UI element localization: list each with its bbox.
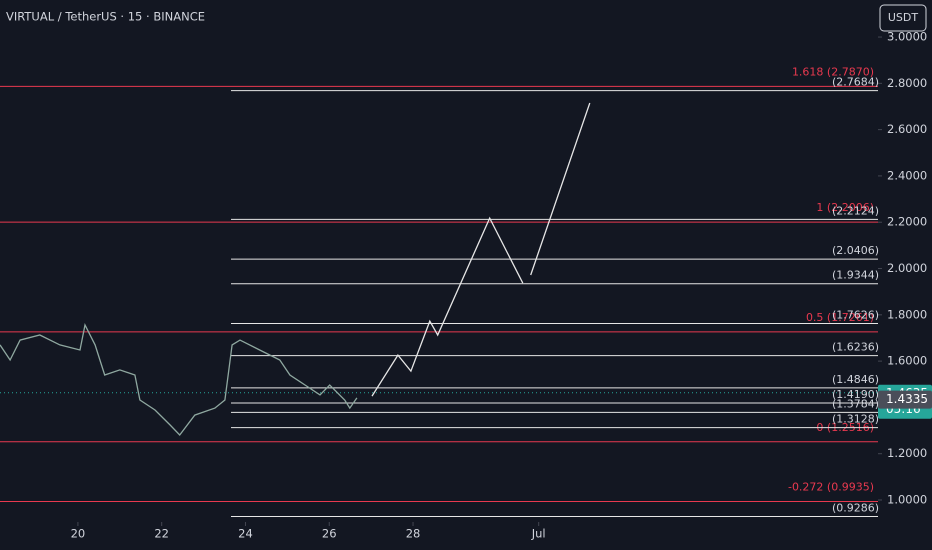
level-label: (0.9286) <box>832 502 879 515</box>
y-tick-label: 2.8000 <box>887 76 927 90</box>
bid-price-tag <box>878 390 932 409</box>
y-tick-label: 1.2000 <box>887 446 927 460</box>
price-line <box>0 323 358 436</box>
level-label: (2.2124) <box>832 204 879 217</box>
x-tick-label: Jul <box>531 527 546 541</box>
currency-button[interactable] <box>879 4 927 32</box>
currency-label[interactable]: USDT <box>888 11 919 24</box>
level-label: (1.9344) <box>832 269 879 282</box>
level-label: (1.4846) <box>832 373 879 386</box>
y-tick-label: 1.0000 <box>887 493 927 507</box>
y-tick-label: 3.0000 <box>887 30 927 44</box>
y-tick-label: 2.2000 <box>887 215 927 229</box>
level-label: (1.7626) <box>832 308 879 321</box>
y-tick-label: 2.4000 <box>887 168 927 182</box>
y-tick-label: 1.6000 <box>887 354 927 368</box>
level-label: (1.3128) <box>832 413 879 426</box>
y-tick-label: 2.0000 <box>887 261 927 275</box>
fib-label: 0.5 (1.7261) <box>806 311 874 324</box>
x-tick-label: 20 <box>71 527 86 541</box>
symbol-title: VIRTUAL / TetherUS · 15 · BINANCE <box>6 10 205 24</box>
projection-line <box>371 102 591 397</box>
y-tick-label: 1.8000 <box>887 307 927 321</box>
fib-label: 1 (2.2006) <box>816 201 874 214</box>
x-tick-label: 26 <box>322 527 337 541</box>
y-tick-label: 2.6000 <box>887 122 927 136</box>
fib-label: 1.618 (2.7870) <box>792 65 874 78</box>
x-tick-label: 22 <box>154 527 169 541</box>
fib-label: -0.272 (0.9935) <box>788 481 874 494</box>
x-tick-label: 24 <box>238 527 253 541</box>
level-label: (2.0406) <box>832 244 879 257</box>
level-label: (1.4190) <box>832 388 879 401</box>
level-label: (2.7684) <box>832 76 879 89</box>
level-label: (1.6236) <box>832 341 879 354</box>
x-tick-label: 28 <box>406 527 421 541</box>
bid-price-label: 1.4335 <box>886 392 928 406</box>
level-label: (1.3784) <box>832 397 879 410</box>
